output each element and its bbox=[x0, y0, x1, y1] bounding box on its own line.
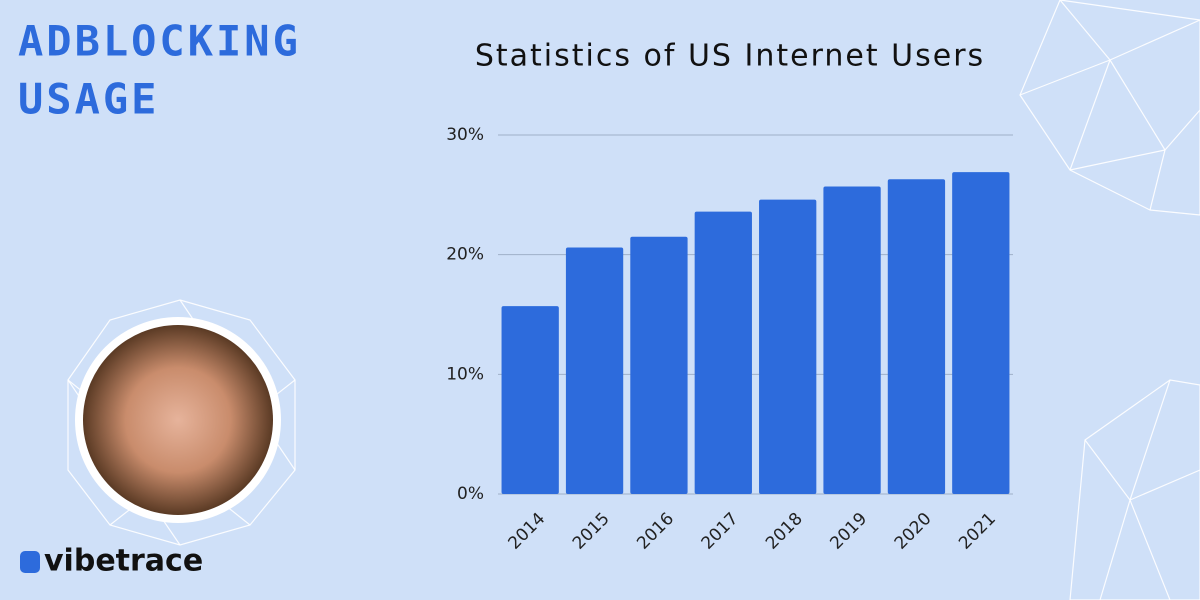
avatar bbox=[83, 325, 273, 515]
x-tick-label: 2018 bbox=[762, 509, 807, 554]
heading-line: USAGE bbox=[18, 75, 159, 124]
x-tick-label: 2019 bbox=[826, 509, 871, 554]
x-tick-label: 2021 bbox=[955, 509, 1000, 554]
heading-line: ADBLOCKING bbox=[18, 17, 301, 66]
chart-title: Statistics of US Internet Users bbox=[475, 39, 985, 74]
x-tick-label: 2014 bbox=[505, 509, 550, 554]
bar bbox=[694, 211, 752, 494]
bar bbox=[823, 186, 881, 494]
y-tick-label: 30% bbox=[446, 125, 484, 145]
y-tick-label: 10% bbox=[446, 364, 484, 384]
bar bbox=[501, 306, 559, 494]
x-tick-label: 2020 bbox=[891, 509, 936, 554]
brand-name: vibetrace bbox=[44, 544, 203, 579]
bar bbox=[630, 236, 688, 494]
bar bbox=[759, 199, 817, 494]
x-tick-label: 2017 bbox=[698, 509, 743, 554]
y-tick-label: 20% bbox=[446, 245, 484, 265]
bar bbox=[952, 172, 1010, 494]
x-tick-label: 2016 bbox=[633, 509, 678, 554]
y-tick-label: 0% bbox=[457, 484, 484, 504]
bar bbox=[887, 179, 946, 494]
bar bbox=[565, 247, 624, 494]
brand-logo bbox=[20, 551, 40, 573]
x-tick-label: 2015 bbox=[569, 509, 614, 554]
